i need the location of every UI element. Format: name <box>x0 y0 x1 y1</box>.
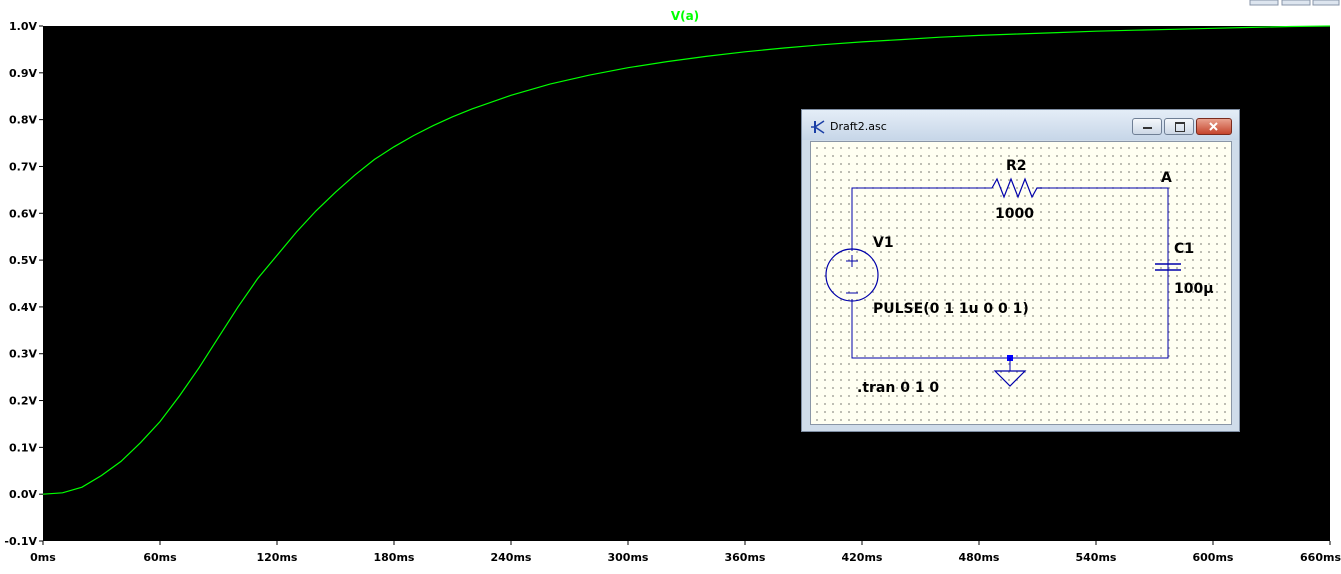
x-tick-label: 0ms <box>30 551 56 564</box>
y-tick-label: 0.5V <box>9 254 37 267</box>
x-tick-label: 480ms <box>959 551 1000 564</box>
ltspice-transistor-icon <box>811 120 825 134</box>
restore-icon <box>1175 122 1185 132</box>
ground-icon[interactable] <box>993 370 1027 387</box>
window-restore-button[interactable] <box>1281 0 1311 6</box>
schematic-restore-button[interactable] <box>1164 118 1194 135</box>
x-tick-label: 600ms <box>1193 551 1234 564</box>
c1-name-label[interactable]: C1 <box>1174 241 1194 257</box>
window-close-button[interactable] <box>1312 0 1340 6</box>
close-icon <box>1209 122 1218 131</box>
trace-label[interactable]: V(a) <box>671 9 699 23</box>
tran-directive[interactable]: .tran 0 1 0 <box>857 380 939 396</box>
y-tick-label: 0.9V <box>9 67 37 80</box>
x-tick-label: 540ms <box>1076 551 1117 564</box>
r2-value-label[interactable]: 1000 <box>995 206 1034 222</box>
window-minimize-button[interactable] <box>1249 0 1279 6</box>
voltage-source-v1[interactable] <box>825 248 879 302</box>
y-tick-label: 0.4V <box>9 301 37 314</box>
x-tick-label: 240ms <box>491 551 532 564</box>
v1-name-label[interactable]: V1 <box>873 235 894 251</box>
schematic-titlebar[interactable]: Draft2.asc <box>802 110 1239 140</box>
y-tick-label: 0.1V <box>9 441 37 454</box>
y-tick-label: 0.6V <box>9 207 37 220</box>
schematic-title: Draft2.asc <box>830 120 887 133</box>
x-tick-label: 120ms <box>257 551 298 564</box>
x-tick-label: 660ms <box>1300 551 1341 564</box>
x-tick-label: 420ms <box>842 551 883 564</box>
y-tick-label: 0.3V <box>9 348 37 361</box>
wire-left-top[interactable] <box>851 187 992 251</box>
minimize-icon <box>1143 127 1152 129</box>
y-tick-label: -0.1V <box>4 535 37 548</box>
series-line-va[interactable] <box>42 25 1331 495</box>
x-tick-label: 300ms <box>608 551 649 564</box>
y-tick-label: 0.2V <box>9 395 37 408</box>
c1-value-label[interactable]: 100µ <box>1174 281 1214 297</box>
y-tick-label: 1.0V <box>9 20 37 33</box>
y-tick-label: 0.0V <box>9 488 37 501</box>
schematic-window[interactable]: Draft2.asc <box>801 109 1240 432</box>
x-tick-label: 360ms <box>725 551 766 564</box>
schematic-close-button[interactable] <box>1196 118 1232 135</box>
y-tick-label: 0.7V <box>9 160 37 173</box>
node-a-label[interactable]: A <box>1161 170 1172 186</box>
v1-value-label[interactable]: PULSE(0 1 1u 0 0 1) <box>873 301 1029 317</box>
x-tick-label: 180ms <box>374 551 415 564</box>
y-tick-label: 0.8V <box>9 114 37 127</box>
schematic-minimize-button[interactable] <box>1132 118 1162 135</box>
r2-name-label[interactable]: R2 <box>1006 158 1027 174</box>
y-axis: 1.0V 0.9V 0.8V 0.7V 0.6V 0.5V 0.4V 0.3V 0.2V 0.1V… <box>4 20 43 548</box>
schematic-canvas[interactable]: R2 1000 A V1 PULSE(0 1 1u 0 0 1) C1 100µ… <box>810 141 1232 425</box>
x-axis: 0ms 60ms 120ms 180ms 240ms 300ms 360ms 420ms 480… <box>30 541 1341 564</box>
x-tick-label: 60ms <box>143 551 177 564</box>
resistor-r2[interactable] <box>991 177 1042 199</box>
